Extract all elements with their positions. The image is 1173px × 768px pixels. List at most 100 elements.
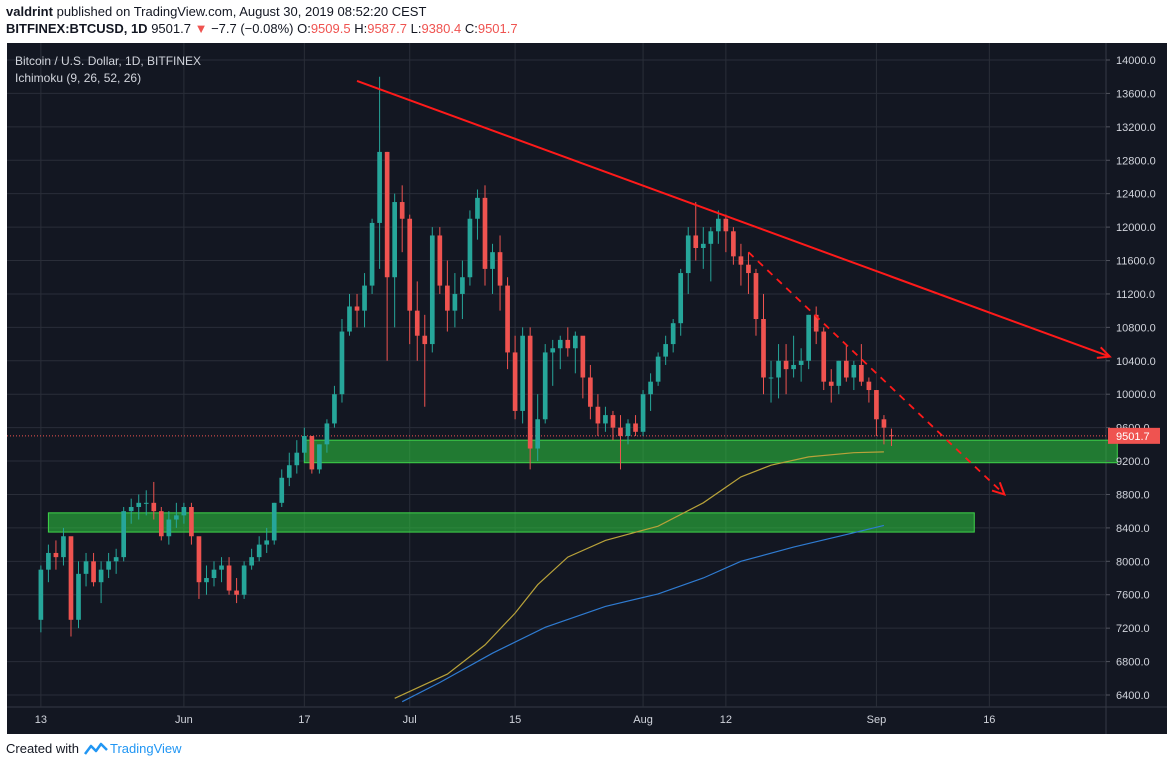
candle xyxy=(625,419,631,445)
time-tick-label: 17 xyxy=(298,714,310,726)
candle-body xyxy=(738,256,744,265)
time-tick-label: Jun xyxy=(175,714,193,726)
trendline-solid xyxy=(356,79,1111,358)
candle-body xyxy=(301,435,307,453)
author-name[interactable]: valdrint xyxy=(6,4,53,19)
candle xyxy=(467,210,473,286)
candle xyxy=(776,344,781,399)
candle xyxy=(648,373,653,411)
candle xyxy=(746,252,751,294)
candle xyxy=(482,185,488,286)
candle-body xyxy=(761,319,766,378)
candle-body xyxy=(53,552,59,558)
price-tick-label: 12000.0 xyxy=(1116,222,1156,234)
candle xyxy=(866,377,872,403)
candle-body xyxy=(332,394,337,424)
time-tick-label: 13 xyxy=(35,714,47,726)
candle-body xyxy=(76,573,81,620)
published-text: published on TradingView.com, August 30,… xyxy=(56,4,427,19)
candle-body xyxy=(286,465,292,478)
candle xyxy=(53,540,59,570)
candle xyxy=(723,214,729,253)
candle xyxy=(557,335,563,370)
candle-body xyxy=(392,202,397,278)
candle-body xyxy=(520,335,525,411)
candle xyxy=(106,552,111,579)
candle xyxy=(271,502,277,545)
low-value: 9380.4 xyxy=(421,21,462,36)
candle-body xyxy=(813,314,819,332)
plot-background xyxy=(7,43,1106,707)
candle-body xyxy=(264,540,270,545)
candle-body xyxy=(874,390,879,420)
candle-body xyxy=(249,557,254,566)
trendline-arrowhead xyxy=(991,481,1007,497)
candle xyxy=(196,536,202,599)
candle-body xyxy=(828,381,834,386)
candle xyxy=(821,327,827,391)
candle-body xyxy=(588,377,593,407)
candle-body xyxy=(460,277,465,294)
candle-body xyxy=(347,306,352,332)
candle xyxy=(798,348,804,382)
open-label: O: xyxy=(297,21,311,36)
tradingview-link[interactable]: TradingView xyxy=(109,741,182,756)
symbol-label: BITFINEX:BTCUSD, 1D xyxy=(6,21,148,36)
candle xyxy=(143,490,149,516)
candle xyxy=(46,544,51,583)
candle-body xyxy=(294,452,300,466)
price-tick-label: 10800.0 xyxy=(1116,322,1156,334)
candle-body xyxy=(445,285,450,311)
candle-body xyxy=(181,507,187,516)
candle xyxy=(354,293,360,328)
candle-body xyxy=(113,557,119,562)
candle-body xyxy=(557,339,563,349)
candle xyxy=(429,227,435,353)
candle-body xyxy=(655,356,661,382)
candle-body xyxy=(527,335,533,449)
candle-body xyxy=(414,310,420,336)
candle-body xyxy=(881,419,887,428)
last-price: 9501.7 xyxy=(151,21,191,36)
candle xyxy=(226,557,232,595)
price-tick-label: 9200.0 xyxy=(1116,456,1150,468)
change-down-icon: ▼ xyxy=(194,21,208,36)
high-label: H: xyxy=(354,21,368,36)
trendline-arrowhead xyxy=(1096,346,1112,359)
candle-body xyxy=(678,273,684,324)
candle xyxy=(791,335,796,378)
candle-body xyxy=(806,314,812,361)
candle xyxy=(610,410,616,441)
candle xyxy=(670,319,676,353)
footer: Created with TradingView xyxy=(6,741,182,756)
candle xyxy=(324,419,330,453)
support-zone xyxy=(303,439,1118,464)
candle-body xyxy=(128,507,134,512)
candle-body xyxy=(467,218,473,278)
candle xyxy=(475,189,480,240)
candle-body xyxy=(512,352,518,411)
candle-body xyxy=(158,511,164,537)
candle xyxy=(241,561,247,599)
candle-body xyxy=(196,536,202,583)
candle-body xyxy=(603,415,608,424)
candle xyxy=(527,327,533,470)
candle-body xyxy=(490,252,495,269)
candle-body xyxy=(98,569,104,583)
candle xyxy=(708,227,714,282)
candle xyxy=(249,548,254,570)
candle-body xyxy=(723,218,729,232)
candle-body xyxy=(91,561,96,583)
candle xyxy=(806,314,812,370)
candle xyxy=(731,227,736,265)
candle xyxy=(595,394,601,436)
candle xyxy=(174,502,179,528)
candle-body xyxy=(46,552,51,570)
price-axis[interactable] xyxy=(1106,43,1167,707)
time-axis[interactable] xyxy=(7,707,1167,734)
candle xyxy=(813,306,819,345)
candle xyxy=(151,481,157,520)
candle-body xyxy=(61,536,66,558)
candle-body xyxy=(625,423,631,436)
